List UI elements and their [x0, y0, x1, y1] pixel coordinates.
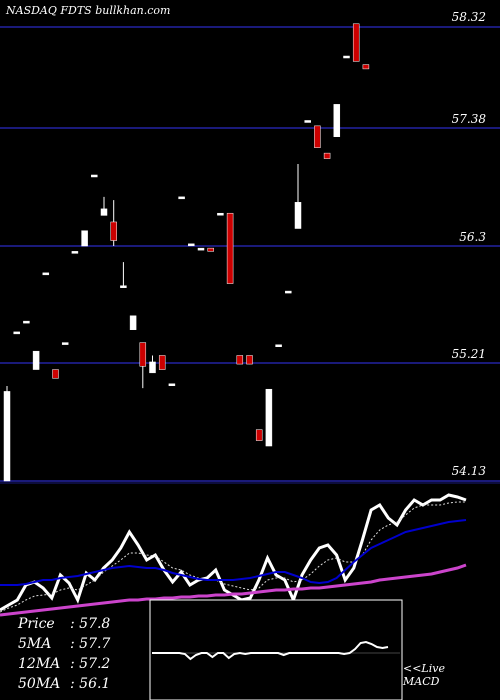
candle-body: [188, 243, 195, 247]
candle-body: [217, 212, 224, 216]
candle-body: [42, 272, 50, 276]
candle-body: [265, 388, 273, 447]
ma5-stat: 5MA: 57.7: [18, 636, 111, 652]
candle-body: [81, 230, 88, 247]
chart-title: NASDAQ FDTS bullkhan.com: [6, 4, 171, 17]
y-tick-label: 55.21: [451, 347, 486, 361]
macd-line: [152, 640, 400, 661]
candle-body: [32, 350, 40, 370]
y-tick-label: 54.13: [451, 464, 486, 478]
candle-body: [236, 355, 244, 365]
candle-body: [178, 196, 185, 200]
indicator-line: [0, 519, 467, 586]
price-stat: Price: 57.8: [18, 616, 111, 632]
candlestick-series: [3, 23, 370, 482]
candle-body: [100, 208, 108, 216]
y-tick-label: 57.38: [451, 112, 486, 126]
candle-body: [3, 391, 11, 482]
candle-body: [158, 355, 166, 370]
indicator-line: [0, 501, 466, 613]
candle-body: [52, 369, 59, 379]
indicator-line: [0, 563, 467, 617]
y-tick-label: 58.32: [451, 10, 486, 24]
candle-body: [246, 355, 253, 365]
macd-series: [152, 640, 389, 661]
candle-body: [294, 202, 302, 229]
candle-body: [343, 55, 350, 59]
candle-body: [120, 285, 127, 288]
candle-body: [23, 320, 30, 324]
candle-body: [226, 212, 234, 284]
candle-body: [352, 23, 360, 62]
candle-body: [129, 315, 137, 330]
candle-body: [304, 120, 311, 123]
ma50-stat: 50MA: 56.1: [18, 676, 111, 692]
candle-body: [314, 125, 321, 148]
candle-body: [91, 174, 98, 178]
candle-body: [275, 344, 282, 348]
candle-body: [285, 290, 292, 294]
macd-panel: [149, 599, 403, 700]
candle-body: [197, 247, 205, 251]
macd-live-label: <<Live MACD: [403, 662, 445, 688]
candle-body: [61, 342, 69, 345]
y-tick-label: 56.3: [459, 230, 486, 244]
candle-body: [207, 247, 214, 252]
candle-body: [255, 429, 263, 441]
candle-body: [323, 152, 331, 159]
candle-body: [333, 104, 341, 137]
candle-body: [13, 331, 20, 335]
candle-body: [110, 221, 117, 241]
candle-body: [149, 361, 156, 374]
ma12-stat: 12MA: 57.2: [18, 656, 111, 672]
candle-body: [71, 251, 79, 254]
price-gridlines: [0, 26, 500, 482]
candle-body: [139, 342, 147, 367]
candle-body: [168, 383, 176, 387]
moving-average-lines: [0, 493, 467, 617]
candle-body: [362, 64, 370, 70]
